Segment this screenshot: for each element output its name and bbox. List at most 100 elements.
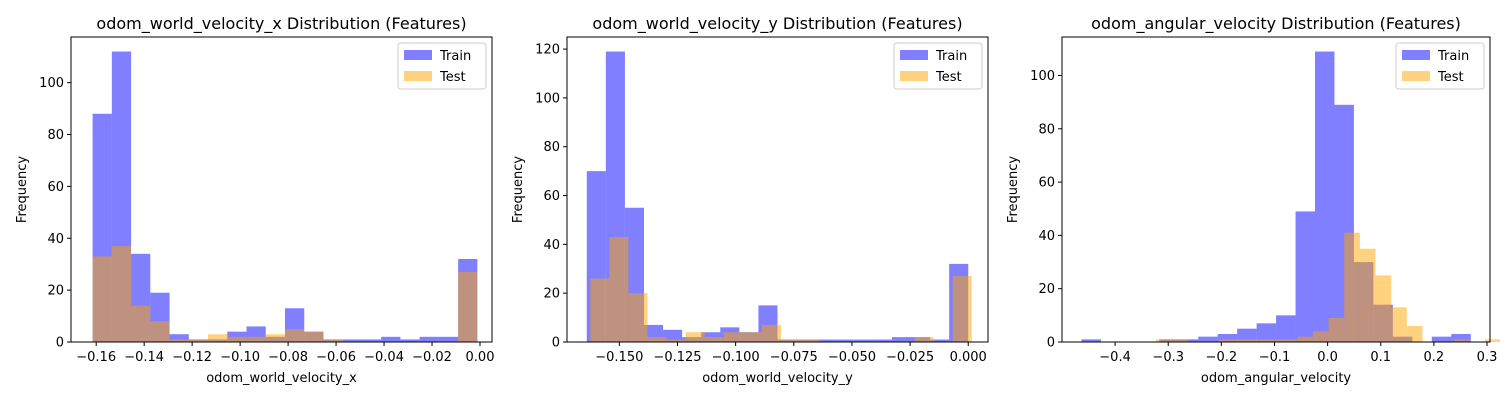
bar-test-7 — [1265, 339, 1282, 342]
bar-train-9 — [1256, 323, 1277, 342]
bar-test-14 — [1375, 275, 1392, 342]
legend-label-train: Train — [935, 49, 967, 64]
x-tick-label: −0.08 — [268, 350, 308, 365]
y-axis-label: Frequency — [1006, 156, 1021, 223]
legend-swatch-train — [404, 50, 432, 60]
x-tick-label: −0.14 — [124, 350, 164, 365]
x-tick-label: 0.3 — [1477, 350, 1498, 365]
bar-test-10 — [780, 339, 801, 342]
bar-test-19 — [458, 271, 478, 342]
bar-train-16 — [891, 337, 912, 342]
legend-label-test: Test — [439, 70, 466, 85]
bar-test-8 — [742, 332, 762, 342]
y-tick-label: 80 — [543, 140, 560, 155]
bar-train-0 — [1081, 339, 1101, 342]
bar-test-19 — [1453, 339, 1470, 342]
x-tick-label: −0.16 — [76, 350, 116, 365]
bar-test-16 — [1406, 326, 1423, 342]
bar-train-13 — [342, 339, 362, 342]
legend-label-train: Train — [439, 49, 471, 64]
bar-test-19 — [952, 276, 972, 342]
bar-test-13 — [1359, 248, 1376, 342]
y-tick-label: 40 — [1038, 229, 1055, 244]
y-axis-label: Frequency — [511, 156, 526, 223]
bar-test-21 — [1485, 339, 1500, 342]
legend: Train Test — [397, 42, 487, 90]
bar-test-11 — [304, 331, 324, 342]
bar-test-12 — [1344, 232, 1360, 342]
x-tick-label: −0.025 — [886, 350, 934, 365]
plot-frame — [70, 36, 493, 343]
legend-swatch-test — [900, 71, 928, 81]
y-tick-label: 80 — [1038, 122, 1055, 137]
x-axis-label: odom_world_velocity_x — [206, 371, 357, 386]
bar-test-4 — [1218, 339, 1235, 342]
bar-test-2 — [131, 305, 151, 342]
legend: Train Test — [893, 42, 983, 90]
bar-test-3 — [150, 321, 170, 342]
x-tick-label: −0.150 — [595, 350, 643, 365]
bar-test-3 — [647, 337, 667, 342]
bar-train-13 — [834, 339, 854, 342]
bar-test-0 — [590, 278, 610, 342]
y-tick-label: 0 — [552, 336, 560, 351]
x-tick-label: 0.00 — [466, 350, 495, 365]
x-tick-label: 0.000 — [950, 350, 987, 365]
y-tick-label: 40 — [543, 238, 560, 253]
plot-frame — [566, 36, 989, 343]
bar-test-6 — [1250, 339, 1266, 342]
bar-test-6 — [704, 337, 724, 342]
x-tick-label: −0.3 — [1152, 350, 1184, 365]
bar-test-11 — [1328, 318, 1345, 342]
x-tick-label: 0.1 — [1370, 350, 1391, 365]
bar-train-18 — [438, 336, 459, 342]
bar-test-0 — [92, 256, 112, 342]
legend-label-test: Test — [1437, 70, 1464, 85]
bar-train-15 — [872, 339, 892, 342]
x-tick-label: 0.2 — [1424, 350, 1445, 365]
bar-train-10 — [1276, 315, 1296, 342]
bar-test-15 — [1391, 307, 1407, 342]
chart-panel-2: −0.150 −0.125 −0.100 −0.075 −0.050 −0.025 0.00… — [511, 14, 989, 386]
y-tick-label: 60 — [1038, 176, 1055, 191]
bar-test-7 — [227, 336, 247, 342]
bar-train-14 — [361, 339, 382, 342]
y-tick-label: 60 — [47, 180, 64, 195]
y-tick-label: 40 — [47, 232, 64, 247]
x-tick-label: −0.100 — [712, 350, 760, 365]
x-tick-label: −0.125 — [653, 350, 701, 365]
bar-train-17 — [419, 336, 439, 342]
y-axis-label: Frequency — [15, 156, 30, 223]
y-tick-label: 120 — [535, 43, 560, 58]
bar-train-15 — [381, 336, 401, 342]
plot-frame — [1061, 36, 1491, 343]
bar-train-7 — [1217, 334, 1238, 342]
bar-test-1 — [609, 237, 629, 342]
chart-panel-1: −0.16 −0.14 −0.12 −0.10 −0.08 −0.06 −0.04 −0.02… — [15, 14, 494, 386]
legend: Train Test — [1395, 42, 1485, 90]
bar-test-2 — [628, 293, 648, 342]
chart-title: odom_angular_velocity Distribution (Feat… — [1091, 14, 1461, 34]
x-tick-label: −0.04 — [364, 350, 404, 365]
bar-train-18 — [930, 339, 950, 342]
bar-test-5 — [1234, 339, 1251, 342]
bar-train-12 — [1315, 51, 1335, 343]
y-tick-label: 100 — [39, 76, 64, 91]
legend-label-train: Train — [1437, 49, 1469, 64]
legend-swatch-test — [1402, 71, 1430, 81]
bar-train-8 — [1237, 328, 1257, 342]
bar-train-11 — [1295, 211, 1315, 342]
bar-test-10 — [1312, 331, 1329, 342]
legend-swatch-test — [404, 71, 432, 81]
y-tick-label: 100 — [535, 91, 560, 106]
bar-train-14 — [853, 339, 873, 342]
x-tick-label: −0.075 — [770, 350, 818, 365]
bar-test-5 — [188, 339, 209, 342]
legend-swatch-train — [1402, 50, 1430, 60]
bar-test-17 — [914, 337, 934, 342]
bar-test-8 — [246, 336, 266, 342]
x-tick-label: 0.0 — [1317, 350, 1338, 365]
bar-train-4 — [663, 329, 683, 342]
y-tick-label: 100 — [1030, 69, 1055, 84]
